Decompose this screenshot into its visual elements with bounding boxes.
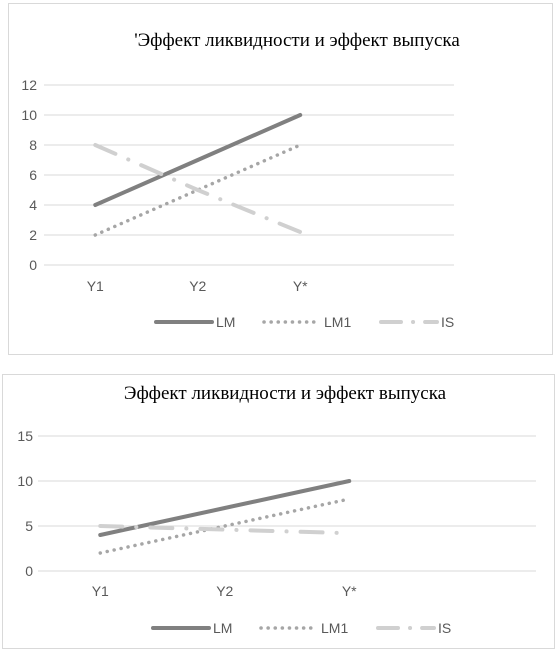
y-tick-label: 10 xyxy=(17,473,33,489)
y-tick-label: 2 xyxy=(29,227,37,243)
legend-label-is: IS xyxy=(438,620,451,636)
chart-2-title: Эффект ликвидности и эффект выпуска xyxy=(124,383,447,404)
y-tick-label: 6 xyxy=(29,167,37,183)
x-tick-label: Y2 xyxy=(189,278,206,294)
series-line-is xyxy=(93,143,303,234)
y-tick-label: 0 xyxy=(29,257,37,273)
chart-panel-2: Эффект ликвидности и эффект выпуска 0 5 10… xyxy=(2,374,555,649)
series-line-is xyxy=(98,524,352,536)
y-tick-label: 15 xyxy=(17,428,33,444)
y-tick-label: 8 xyxy=(29,137,37,153)
legend-label-lm: LM xyxy=(213,620,232,636)
series-line-lm xyxy=(98,479,352,537)
series-line-lm xyxy=(93,113,303,207)
legend-label-lm: LM xyxy=(216,314,235,330)
chart-2-svg: Эффект ликвидности и эффект выпуска 0 5 10… xyxy=(17,383,536,636)
chart-1-svg: 'Эффект ликвидности и эффект выпуска 0 2 4… xyxy=(21,30,460,330)
series-line-lm1 xyxy=(98,497,351,555)
x-tick-label: Y1 xyxy=(92,583,109,599)
legend-label-lm1: LM1 xyxy=(321,620,348,636)
x-tick-label: Y2 xyxy=(216,583,233,599)
y-tick-label: 5 xyxy=(25,518,33,534)
chart-1-title: 'Эффект ликвидности и эффект выпуска xyxy=(134,30,460,51)
y-tick-label: 12 xyxy=(21,77,37,93)
legend-label-lm1: LM1 xyxy=(324,314,351,330)
chart-panel-1: 'Эффект ликвидности и эффект выпуска 0 2 4… xyxy=(8,3,553,355)
x-tick-label: Y1 xyxy=(87,278,104,294)
y-tick-label: 0 xyxy=(25,563,33,579)
y-tick-label: 10 xyxy=(21,107,37,123)
y-tick-label: 4 xyxy=(29,197,37,213)
x-tick-label: Y* xyxy=(293,278,308,294)
legend-label-is: IS xyxy=(441,314,454,330)
x-tick-label: Y* xyxy=(342,583,357,599)
